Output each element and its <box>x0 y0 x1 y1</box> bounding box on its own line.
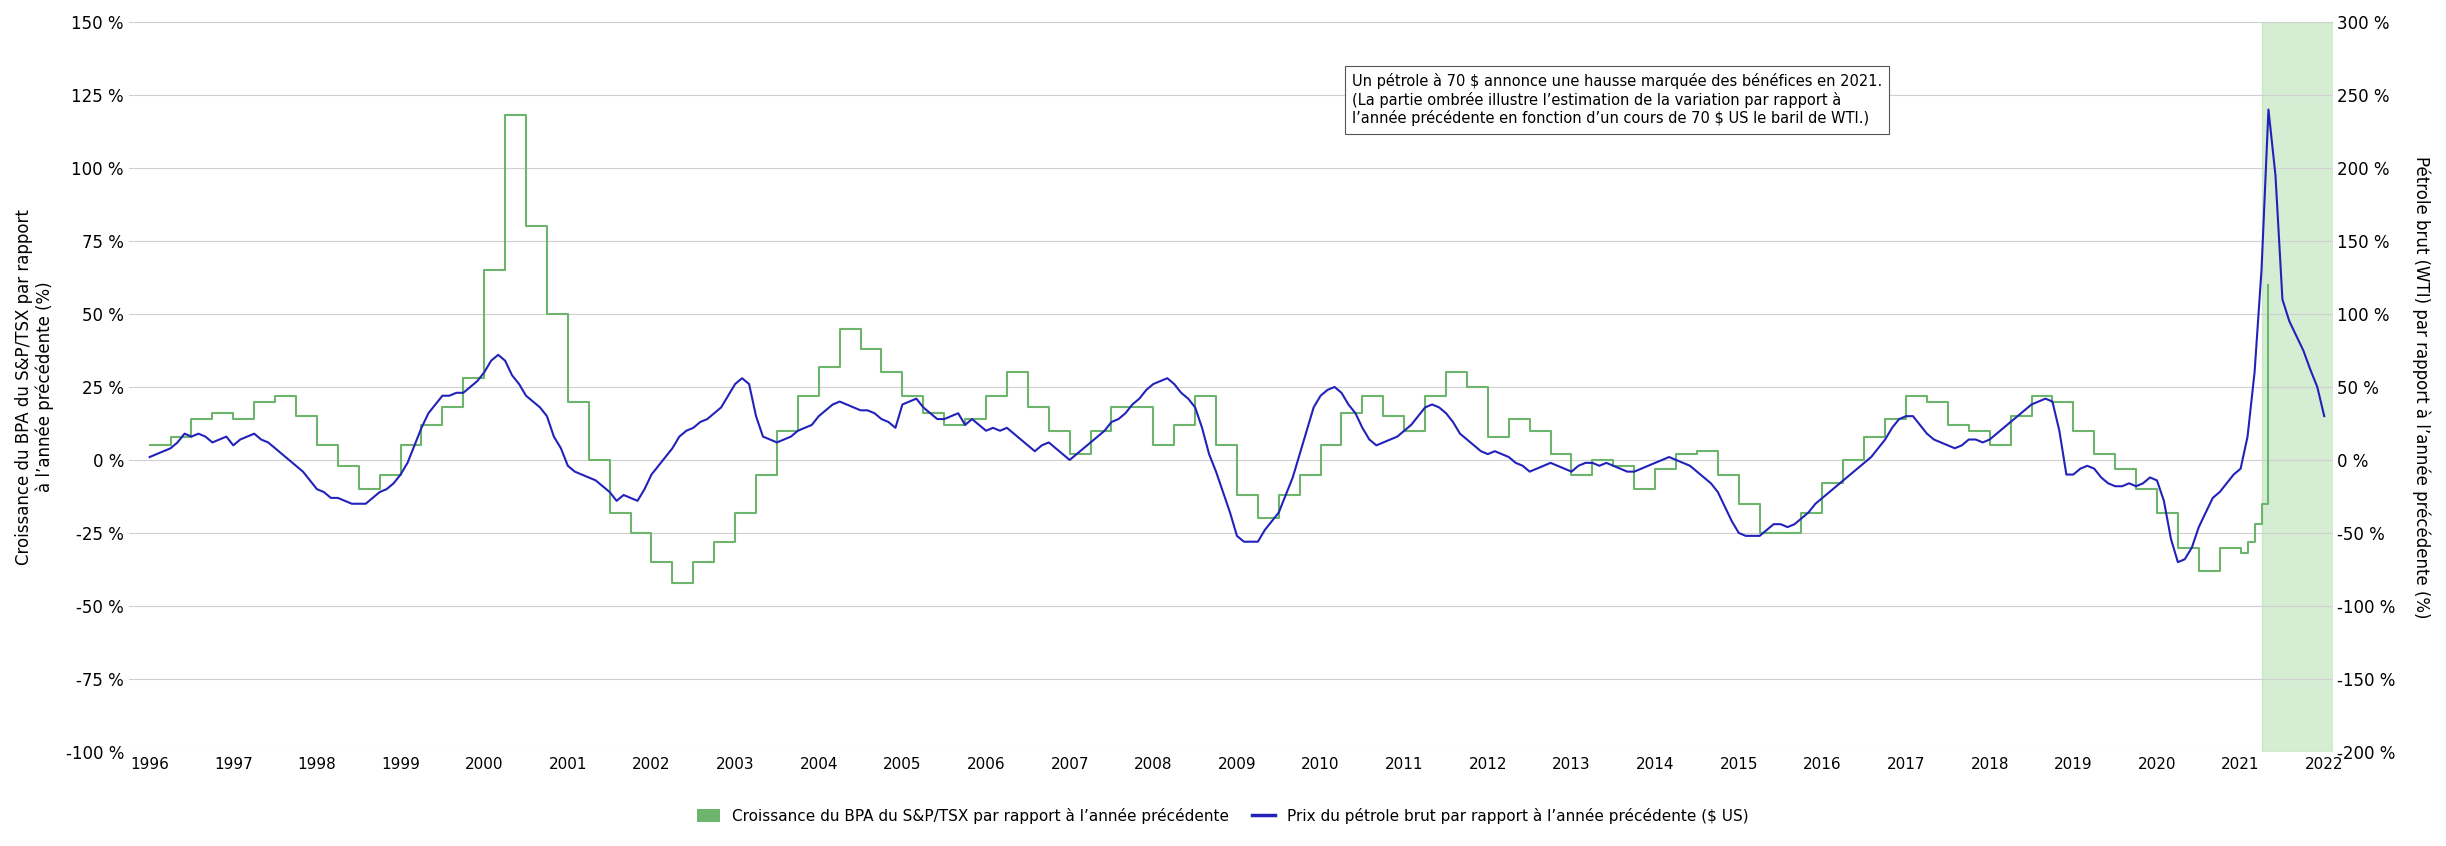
Text: Un pétrole à 70 $ annonce une hausse marquée des bénéfices en 2021.
(La partie o: Un pétrole à 70 $ annonce une hausse mar… <box>1353 73 1881 126</box>
Y-axis label: Croissance du BPA du S&P/TSX par rapport
à l’année précédente (%): Croissance du BPA du S&P/TSX par rapport… <box>15 209 54 565</box>
Legend: Croissance du BPA du S&P/TSX par rapport à l’année précédente, Prix du pétrole b: Croissance du BPA du S&P/TSX par rapport… <box>690 802 1756 830</box>
Y-axis label: Pétrole brut (WTI) par rapport à l’année précédente (%): Pétrole brut (WTI) par rapport à l’année… <box>2412 156 2431 618</box>
Bar <box>2263 22 2333 752</box>
